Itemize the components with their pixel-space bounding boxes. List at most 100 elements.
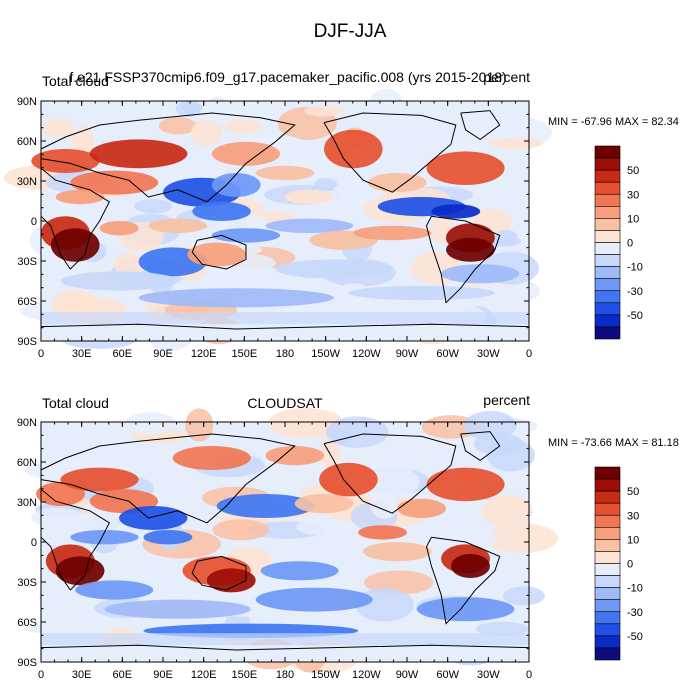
lat-tick-label: 30N — [17, 497, 37, 509]
contour-patch — [205, 448, 286, 478]
contour-patch — [175, 100, 202, 117]
contour-patch — [38, 584, 72, 612]
contour-patch — [205, 96, 231, 123]
contour-patch — [158, 117, 197, 135]
map-frame — [40, 421, 530, 663]
contour-patch — [463, 410, 517, 441]
coastline — [191, 555, 247, 591]
contour-patch — [60, 467, 139, 492]
contour-patch — [229, 621, 251, 650]
contour-patch — [303, 592, 363, 610]
contour-patch — [102, 627, 138, 654]
contour-patch — [216, 494, 315, 518]
contour-patch — [319, 436, 341, 471]
lat-tick-label: 30S — [17, 577, 37, 589]
contour-patch — [312, 640, 348, 654]
lon-tick-label: 90E — [153, 669, 173, 681]
coastline — [323, 433, 457, 514]
contour-patch — [215, 449, 263, 473]
contour-patch — [255, 165, 315, 181]
lon-tick-label: 120E — [191, 348, 217, 360]
colorbar-segment — [594, 611, 621, 625]
coastline — [460, 431, 501, 462]
contour-patch — [352, 464, 420, 499]
contour-patch — [356, 467, 430, 495]
contour-patch — [155, 517, 183, 551]
contour-patch — [415, 595, 489, 618]
coastlines — [40, 110, 530, 330]
contour-patch — [426, 467, 505, 502]
contour-patch — [218, 509, 271, 534]
contour-patch — [391, 590, 424, 605]
contour-patch — [425, 617, 458, 632]
colorbar-label: -50 — [627, 310, 643, 322]
coastline — [425, 536, 501, 625]
contour-patch — [421, 415, 481, 439]
contour-patch — [247, 521, 325, 539]
contour-patch — [268, 408, 345, 439]
antarctic-band — [41, 645, 529, 662]
coastline — [40, 112, 296, 203]
contour-patch — [405, 519, 471, 548]
coastline — [40, 167, 110, 270]
coastline — [323, 112, 457, 193]
contour-patch — [75, 580, 154, 600]
lon-tick-label: 120W — [352, 669, 381, 681]
contour-patch — [212, 519, 270, 541]
lon-tick-label: 30E — [72, 348, 92, 360]
lon-tick-label: 0 — [526, 348, 532, 360]
contour-patch — [82, 500, 156, 515]
contour-patch — [285, 189, 334, 205]
lon-tick-label: 180 — [276, 669, 294, 681]
contour-patch — [124, 597, 166, 620]
lat-tick-label: 30N — [17, 176, 37, 188]
contour-patch — [481, 535, 528, 555]
contour-patch — [35, 502, 81, 517]
colorbar-label: 0 — [627, 238, 633, 250]
contour-patch — [74, 498, 125, 533]
contour-patch — [85, 480, 136, 506]
contour-patch — [36, 482, 85, 506]
contour-patch — [441, 544, 490, 574]
contour-patch — [364, 570, 434, 595]
contour-patch — [142, 529, 222, 559]
contour-patch — [143, 623, 359, 638]
contour-patch — [220, 604, 270, 617]
colorbar-segment — [594, 599, 621, 613]
contour-patch — [214, 624, 260, 640]
contour-patch — [64, 456, 136, 471]
contour-patch — [252, 494, 331, 510]
colorbar-segment — [594, 647, 621, 661]
contour-patch — [298, 484, 355, 514]
lon-tick-label: 30E — [72, 669, 92, 681]
contour-patch — [324, 129, 383, 169]
contour-patch — [213, 464, 250, 485]
contour-patch — [494, 418, 538, 434]
contour-patch — [55, 556, 105, 586]
contour-patch — [453, 655, 489, 666]
coastline — [40, 433, 296, 524]
lat-tick-label: 90N — [17, 96, 37, 108]
lon-tick-label: 60E — [113, 669, 133, 681]
contour-patch — [60, 271, 178, 291]
contour-patch — [126, 110, 147, 126]
colorbar-segment — [594, 587, 621, 600]
contour-patch — [255, 587, 373, 612]
contour-patch — [31, 507, 84, 528]
contour-patch — [296, 518, 354, 536]
contour-patch — [496, 418, 530, 434]
contour-patch — [348, 285, 495, 301]
colorbar-label: -30 — [627, 607, 643, 619]
contour-patch — [89, 526, 120, 554]
lon-tick-label: 120E — [191, 669, 217, 681]
southern-ocean-band — [41, 312, 529, 325]
lat-tick-label: 60N — [17, 136, 37, 148]
contour-patch — [265, 446, 325, 466]
contour-patch — [58, 490, 104, 520]
contour-patch — [211, 173, 261, 197]
lon-tick-label: 0 — [526, 669, 532, 681]
contour-patch — [187, 242, 246, 267]
contour-patch — [25, 462, 71, 479]
coastline — [40, 323, 530, 330]
contour-patch — [319, 462, 378, 497]
